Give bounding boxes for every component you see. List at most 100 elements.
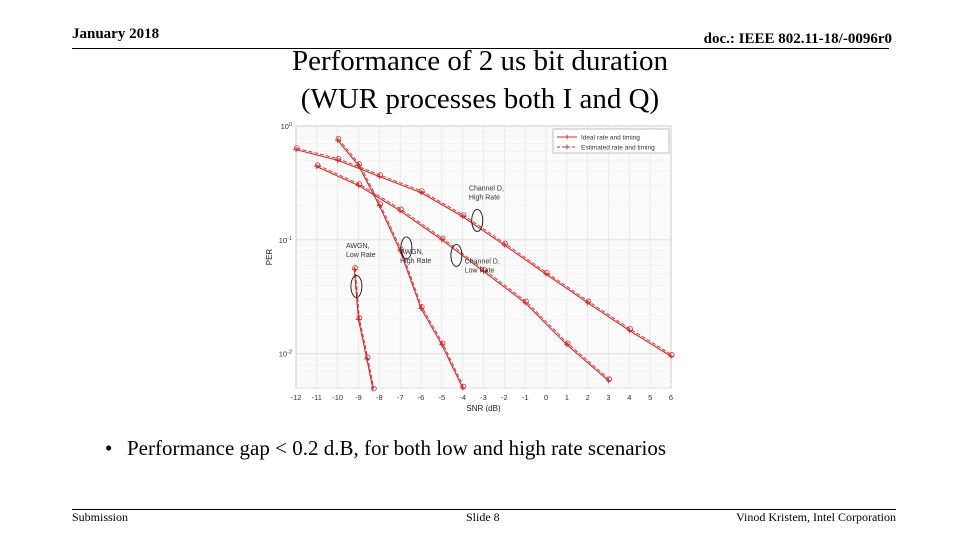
data-point-ideal — [418, 305, 424, 312]
data-point-estimated — [377, 172, 383, 178]
per-vs-snr-chart: -12 -11 -10 -9 -8 -7 -6 -5 -4 -3 -2 -1 0 1 2 3 4 5 610010-… — [265, 122, 675, 412]
data-point-ideal — [522, 300, 528, 306]
x-tick-label: 0 — [544, 393, 548, 402]
data-point-ideal — [376, 173, 382, 180]
data-point-ideal — [460, 214, 466, 220]
curve-annotation: AWGN, Low Rate — [346, 243, 376, 259]
slide-title: Performance of 2 us bit duration (WUR pr… — [200, 42, 760, 118]
footer-author: Vinod Kristem, Intel Corporation — [736, 510, 896, 524]
x-tick-label: -1 — [522, 393, 529, 402]
chart-series-group — [293, 135, 675, 392]
data-point-estimated — [668, 351, 675, 358]
curve-annotation: AWGN, High Rate — [400, 249, 431, 265]
x-tick-label: -4 — [459, 393, 466, 402]
data-point-estimated — [377, 201, 383, 207]
x-tick-label: 1 — [565, 393, 569, 402]
data-point-estimated — [314, 162, 321, 168]
footer-divider — [72, 509, 896, 510]
x-tick-label: -9 — [355, 393, 362, 402]
bullet-text: Performance gap < 0.2 d.B, for both low … — [127, 436, 667, 460]
slide-title-line-1: Performance of 2 us bit duration — [291, 45, 669, 77]
data-point-estimated — [543, 269, 550, 276]
x-tick-label: -12 — [291, 393, 302, 402]
data-point-ideal — [355, 316, 362, 323]
x-axis-label: SNR (dB) — [466, 404, 501, 412]
chart-tick-labels: -12 -11 -10 -9 -8 -7 -6 -5 -4 -3 -2 -1 0 1 2 3 4 5 610010-… — [265, 122, 673, 412]
data-point-estimated — [481, 266, 488, 273]
bullet-marker: • — [105, 436, 113, 460]
y-axis-label: PER — [265, 249, 274, 266]
x-tick-label: -5 — [438, 393, 445, 402]
chart-legend: Ideal rate and timing Estimated rate and … — [552, 128, 670, 154]
series-line-ideal — [353, 269, 374, 391]
series-line-ideal — [316, 166, 609, 382]
x-tick-label: 2 — [586, 393, 590, 402]
data-point-ideal — [376, 202, 382, 209]
data-point-ideal — [626, 327, 632, 334]
data-point-estimated — [606, 376, 613, 382]
x-tick-label: -7 — [397, 393, 404, 402]
data-point-ideal — [439, 237, 445, 243]
data-point-ideal — [293, 147, 299, 153]
data-point-ideal — [564, 342, 570, 348]
header-divider — [72, 48, 889, 49]
data-point-ideal — [501, 242, 507, 248]
legend-label: Ideal rate and timing — [581, 135, 640, 142]
data-point-estimated — [371, 385, 377, 392]
data-point-ideal — [397, 208, 403, 214]
x-tick-label: 5 — [648, 393, 652, 402]
legend-marker — [564, 144, 570, 150]
x-tick-label: 6 — [669, 393, 673, 402]
data-point-estimated — [460, 383, 467, 390]
data-point-estimated — [356, 315, 363, 321]
data-point-estimated — [419, 304, 425, 310]
header-date: January 2018 — [72, 26, 160, 42]
highlight-ellipse — [450, 243, 463, 267]
data-point-ideal — [335, 157, 341, 163]
y-tick-label: 10-1 — [279, 236, 292, 245]
highlight-ellipse — [400, 236, 413, 260]
x-tick-label: -8 — [376, 393, 383, 402]
data-point-ideal — [480, 268, 487, 274]
legend-label: Estimated rate and timing — [581, 145, 655, 152]
data-point-ideal — [364, 356, 370, 362]
chart-grid — [295, 125, 672, 389]
data-point-ideal — [543, 271, 549, 277]
y-tick-label: 100 — [281, 122, 292, 131]
data-point-estimated — [502, 240, 508, 247]
data-point-ideal — [668, 353, 674, 359]
x-tick-label: -10 — [332, 393, 343, 402]
highlight-ellipse — [350, 274, 363, 298]
x-tick-label: 4 — [627, 393, 631, 402]
data-point-estimated — [439, 235, 446, 242]
data-point-estimated — [460, 212, 467, 218]
series-line-estimated — [354, 267, 375, 389]
chart-annotations: Channel D, High Rate AWGN, Low Rate AWGN, Hig… — [346, 186, 504, 298]
data-point-ideal — [397, 248, 403, 254]
x-tick-label: -6 — [418, 393, 425, 402]
curve-annotation: Channel D, Low Rate — [465, 259, 500, 275]
data-point-ideal — [355, 182, 362, 189]
data-point-estimated — [398, 206, 404, 213]
data-point-ideal — [351, 266, 357, 273]
x-tick-label: -3 — [480, 393, 487, 402]
data-point-estimated — [585, 298, 592, 305]
legend-box — [552, 128, 670, 154]
data-point-ideal — [314, 163, 320, 170]
header-doc-id: doc.: IEEE 802.11-18/-0096r0 — [703, 31, 892, 47]
slide-title-line-2: (WUR processes both I and Q) — [300, 83, 660, 115]
data-point-ideal — [355, 162, 362, 169]
x-tick-label: -11 — [312, 393, 322, 402]
series-line-estimated — [296, 147, 673, 356]
footer-slide-number: Slide 8 — [466, 510, 500, 524]
data-point-estimated — [523, 298, 529, 305]
highlight-ellipse — [471, 209, 484, 232]
data-point-ideal — [439, 342, 445, 348]
data-point-ideal — [585, 300, 591, 306]
data-point-estimated — [293, 145, 300, 151]
x-tick-label: 3 — [606, 393, 610, 402]
data-point-estimated — [627, 326, 633, 332]
data-point-estimated — [439, 340, 446, 347]
data-point-ideal — [460, 385, 466, 391]
data-point-estimated — [352, 265, 358, 271]
